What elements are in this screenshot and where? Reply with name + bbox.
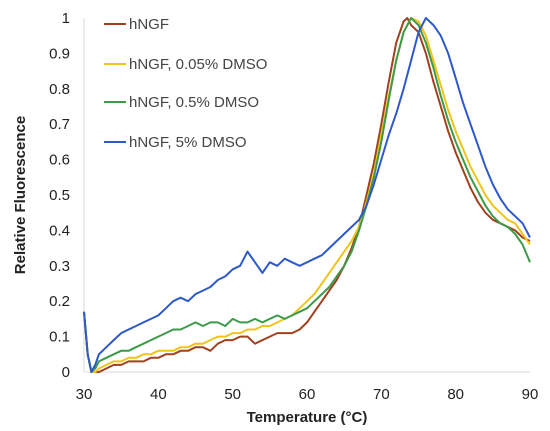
- x-tick-label: 70: [373, 386, 390, 403]
- x-tick-label: 50: [224, 386, 241, 403]
- legend: hNGF hNGF, 0.05% DMSO hNGF, 0.5% DMSO hNGF,…: [104, 16, 267, 151]
- x-axis-title: Temperature (°C): [247, 409, 368, 426]
- x-tick-label: 30: [76, 386, 93, 403]
- y-tick-label: 0.4: [49, 222, 70, 239]
- y-axis-title: Relative Fluorescence: [12, 116, 29, 274]
- series-line-1: [83, 17, 531, 373]
- x-tick-label: 60: [299, 386, 316, 403]
- y-tick-label: 0.2: [49, 293, 70, 310]
- x-tick-label: 80: [447, 386, 464, 403]
- y-tick-label: 0.7: [49, 116, 70, 133]
- y-tick-label: 1: [62, 10, 70, 27]
- y-tick-label: 0.5: [49, 187, 70, 204]
- legend-label: hNGF: [129, 16, 169, 33]
- x-tick-label: 40: [150, 386, 167, 403]
- y-tick-label: 0: [62, 364, 70, 381]
- legend-label: hNGF, 0.05% DMSO: [129, 56, 267, 73]
- x-tick-label: 90: [522, 386, 539, 403]
- y-tick-label: 0.9: [49, 45, 70, 62]
- x-tick-labels: 30 40 50 60 70 80 90: [76, 386, 539, 403]
- y-tick-label: 0.6: [49, 152, 70, 169]
- series-line-0: [83, 17, 531, 373]
- y-tick-label: 0.1: [49, 329, 70, 346]
- series-lines: [83, 17, 531, 373]
- series-line-3: [83, 17, 531, 373]
- legend-label: hNGF, 5% DMSO: [129, 134, 247, 151]
- y-tick-label: 0.3: [49, 258, 70, 275]
- legend-label: hNGF, 0.5% DMSO: [129, 94, 259, 111]
- series-line-2: [83, 17, 531, 373]
- y-tick-labels: 0 0.1 0.2 0.3 0.4 0.5 0.6 0.7 0.8 0.9 1: [49, 10, 70, 381]
- y-tick-label: 0.8: [49, 81, 70, 98]
